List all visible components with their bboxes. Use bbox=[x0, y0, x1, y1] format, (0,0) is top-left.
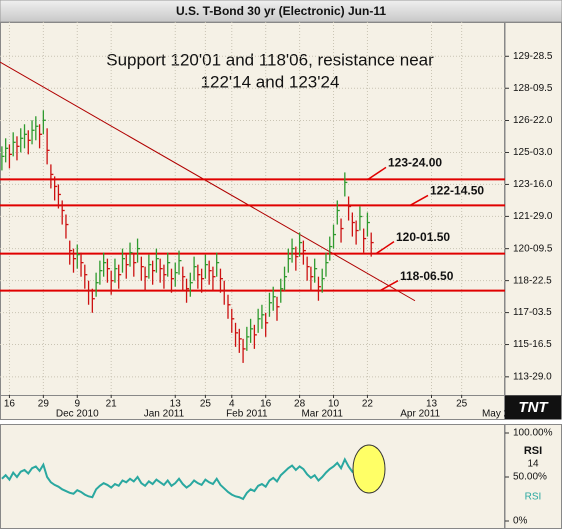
level-label: 123-24.00 bbox=[388, 156, 442, 170]
level-connector bbox=[409, 194, 429, 207]
y-tick-label: 125-03.0 bbox=[513, 147, 553, 158]
logo-box bbox=[505, 395, 562, 420]
highlight-ellipse bbox=[352, 444, 386, 494]
y-tick-label: 128-09.5 bbox=[513, 83, 553, 94]
y-tick-label: 100.00% bbox=[513, 428, 553, 439]
rsi-panel bbox=[0, 424, 505, 529]
level-connector bbox=[367, 166, 387, 181]
rsi-line bbox=[1, 457, 373, 501]
level-label: 122-14.50 bbox=[430, 184, 484, 198]
date-axis-area bbox=[0, 395, 505, 420]
annotation: Support 120'01 and 118'06, resistance ne… bbox=[106, 50, 434, 69]
chart-title: U.S. T-Bond 30 yr (Electronic) Jun-11 bbox=[176, 4, 386, 18]
y-tick-label: 118-22.5 bbox=[513, 275, 552, 286]
month-label: Mar 2011 bbox=[301, 409, 343, 420]
y-tick-label: 129-28.5 bbox=[513, 51, 553, 62]
y-tick-label: 115-16.5 bbox=[513, 339, 552, 350]
x-tick-label: 28 bbox=[294, 399, 306, 410]
month-label: May 2 bbox=[482, 409, 510, 420]
x-tick-label: 13 bbox=[426, 399, 438, 410]
y-tick-label: 121-29.0 bbox=[513, 211, 553, 222]
y-tick-label: 117-03.5 bbox=[513, 307, 552, 318]
logo: TNT bbox=[518, 399, 549, 416]
month-label: Dec 2010 bbox=[56, 409, 99, 420]
indicator-period: 14 bbox=[527, 459, 539, 470]
y-tick-label: 120-09.5 bbox=[513, 243, 553, 254]
x-tick-label: 4 bbox=[229, 399, 235, 410]
x-tick-label: 10 bbox=[328, 399, 340, 410]
month-label: Jan 2011 bbox=[144, 409, 185, 420]
y-tick-label: 126-22.0 bbox=[513, 115, 553, 126]
x-tick-label: 29 bbox=[38, 399, 50, 410]
indicator-title: RSI bbox=[524, 445, 542, 457]
level-label: 118-06.50 bbox=[400, 269, 454, 283]
month-label: Apr 2011 bbox=[400, 409, 440, 420]
y-tick-label: 113-29.0 bbox=[513, 371, 552, 382]
trendline bbox=[0, 61, 416, 302]
x-tick-label: 22 bbox=[362, 399, 374, 410]
x-tick-label: 16 bbox=[4, 399, 16, 410]
plot-area bbox=[0, 22, 505, 396]
level-connector bbox=[379, 280, 399, 292]
level-label: 120-01.50 bbox=[396, 230, 450, 244]
y-tick-label: 0% bbox=[513, 516, 528, 527]
y-tick-label: 50.00% bbox=[513, 472, 547, 483]
x-tick-label: 25 bbox=[456, 399, 468, 410]
level-connector bbox=[375, 241, 395, 255]
x-tick-label: 25 bbox=[200, 399, 212, 410]
x-tick-label: 16 bbox=[260, 399, 272, 410]
annotation: 122'14 and 123'24 bbox=[201, 72, 340, 91]
x-tick-label: 13 bbox=[170, 399, 182, 410]
y-tick-label: 123-16.0 bbox=[513, 179, 553, 190]
x-tick-label: 21 bbox=[106, 399, 118, 410]
x-tick-label: 9 bbox=[74, 399, 80, 410]
month-label: Feb 2011 bbox=[226, 409, 268, 420]
legend-entry: RSI bbox=[525, 492, 542, 503]
